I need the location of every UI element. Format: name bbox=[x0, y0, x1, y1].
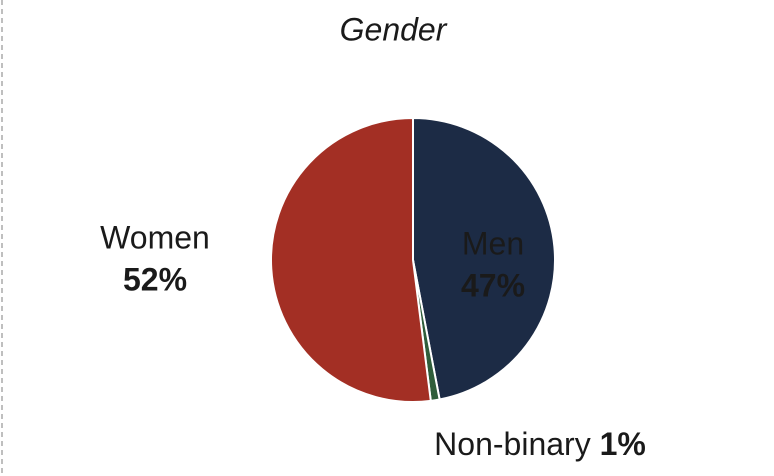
slice-value-label: 52% bbox=[123, 261, 187, 297]
slice-label: Men bbox=[462, 225, 524, 261]
pie-slice bbox=[270, 116, 432, 403]
pie-slice bbox=[412, 116, 556, 401]
slice-label-name: Non-binary bbox=[434, 426, 591, 462]
slice-label: Non-binary 1% bbox=[434, 426, 646, 462]
slice-value-label: 47% bbox=[461, 267, 525, 303]
slice-value-label: 1% bbox=[600, 426, 646, 462]
slice-label: Women bbox=[100, 219, 210, 255]
chart-title: Gender bbox=[340, 11, 448, 47]
